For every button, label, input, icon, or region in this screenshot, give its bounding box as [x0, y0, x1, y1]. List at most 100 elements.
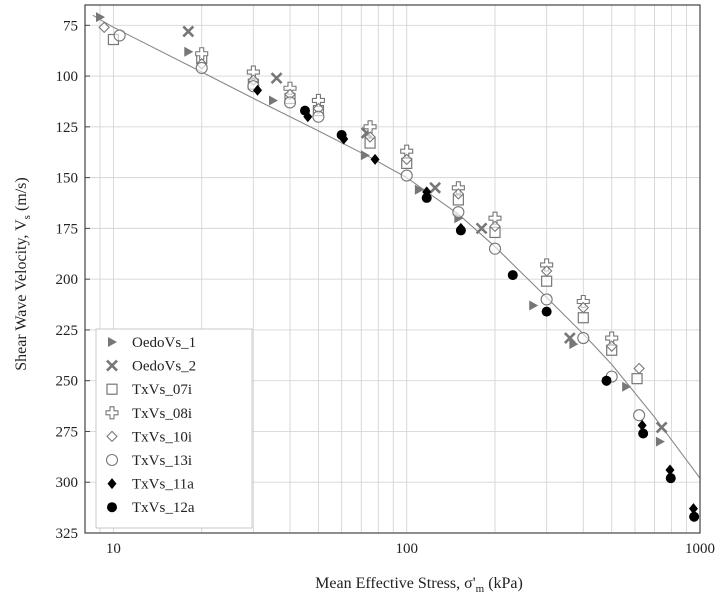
data-point [622, 381, 632, 392]
legend-label: TxVs_12a [132, 500, 195, 516]
data-point [569, 339, 579, 350]
data-point [452, 206, 465, 219]
tick-labels: 75 100 125 150 175 200 225 250 275 300 325 10 100 100… [56, 18, 716, 557]
x-tick-label: 10 [106, 541, 121, 557]
y-tick-label: 200 [56, 272, 79, 288]
y-tick-label: 225 [56, 323, 79, 339]
data-point [488, 242, 502, 255]
data-point [300, 105, 311, 116]
data-point [633, 362, 645, 375]
data-point [475, 222, 488, 235]
y-tick-label: 325 [56, 526, 79, 542]
data-point [540, 265, 553, 277]
legend-marker [105, 406, 119, 420]
fit-curve-line [92, 14, 701, 479]
data-point [541, 306, 552, 317]
data-point [452, 188, 465, 200]
data-point [489, 220, 501, 233]
x-tick-label: 100 [395, 541, 418, 557]
legend-marker [108, 337, 117, 347]
data-point [689, 511, 700, 522]
series-OedoVs_1 [96, 12, 665, 447]
legend: OedoVs_1 OedoVs_2 TxVs_07i TxVs_08i TxVs_10i… [95, 328, 253, 529]
series-TxVs_11a [253, 84, 698, 515]
data-point [98, 21, 110, 34]
plot-frame [84, 4, 701, 534]
legend-label: OedoVs_1 [132, 335, 196, 351]
data-point [400, 169, 413, 182]
data-point [363, 120, 377, 134]
data-point [540, 293, 553, 306]
data-point [529, 300, 539, 311]
legend-marker [106, 359, 118, 372]
data-point [633, 409, 646, 422]
data-point [655, 436, 665, 447]
legend-marker [105, 453, 119, 467]
data-point [655, 421, 668, 434]
data-point [96, 12, 106, 23]
data-point [268, 95, 278, 106]
data-point [637, 419, 647, 431]
y-tick-label: 175 [56, 221, 79, 237]
series-OedoVs_2 [182, 25, 668, 434]
data-point [195, 61, 208, 75]
y-tick-label: 250 [56, 374, 79, 390]
y-tick-label: 75 [63, 18, 78, 34]
legend-label: OedoVs_2 [132, 359, 196, 375]
data-point [336, 129, 347, 140]
series-TxVs_10i [98, 21, 645, 375]
data-point [688, 503, 698, 515]
y-tick-label: 125 [56, 120, 79, 136]
data-point [601, 375, 612, 386]
data-point [631, 373, 643, 385]
legend-label: TxVs_07i [132, 382, 192, 398]
data-point [400, 153, 413, 166]
data-point [577, 312, 589, 324]
data-point [638, 428, 649, 439]
data-point [184, 46, 194, 57]
data-point [195, 47, 209, 61]
data-point [270, 72, 283, 85]
legend-label: TxVs_11a [132, 477, 194, 493]
data-point [541, 275, 553, 287]
data-point [364, 131, 376, 143]
legend-marker [106, 383, 118, 395]
data-point [370, 153, 380, 165]
data-point [429, 181, 442, 194]
legend-label: TxVs_13i [132, 453, 192, 469]
data-point [360, 150, 370, 161]
y-tick-label: 275 [56, 424, 79, 440]
legend-label: TxVs_10i [132, 429, 192, 445]
fit-curve [92, 14, 701, 479]
data-point [577, 301, 590, 314]
data-point [665, 464, 675, 476]
legend-marker [107, 502, 117, 513]
data-point [563, 332, 576, 344]
data-point [414, 184, 424, 195]
data-point [283, 96, 297, 109]
data-point [421, 192, 432, 203]
data-point [253, 84, 263, 96]
x-tick-label: 1000 [685, 541, 715, 557]
y-tick-label: 300 [56, 475, 79, 491]
data-point [507, 270, 518, 281]
data-point [605, 340, 618, 352]
data-point [113, 29, 126, 42]
data-point [455, 225, 466, 236]
y-tick-label: 150 [56, 171, 79, 187]
data-point [182, 25, 195, 38]
legend-marker [106, 430, 118, 443]
y-tick-label: 100 [56, 69, 79, 85]
data-point [577, 331, 590, 345]
data-points [96, 12, 700, 522]
legend-box [95, 328, 253, 529]
series-TxVs_13i [113, 29, 646, 422]
legend-marker [107, 478, 117, 490]
legend-label: TxVs_08i [132, 406, 192, 422]
y-axis-label: Shear Wave Velocity, Vs (m/s) [13, 177, 33, 370]
data-point [665, 473, 676, 484]
x-axis-label: Mean Effective Stress, σ'm (kPa) [315, 575, 523, 595]
series-TxVs_12a [300, 105, 700, 522]
data-point [312, 110, 325, 123]
